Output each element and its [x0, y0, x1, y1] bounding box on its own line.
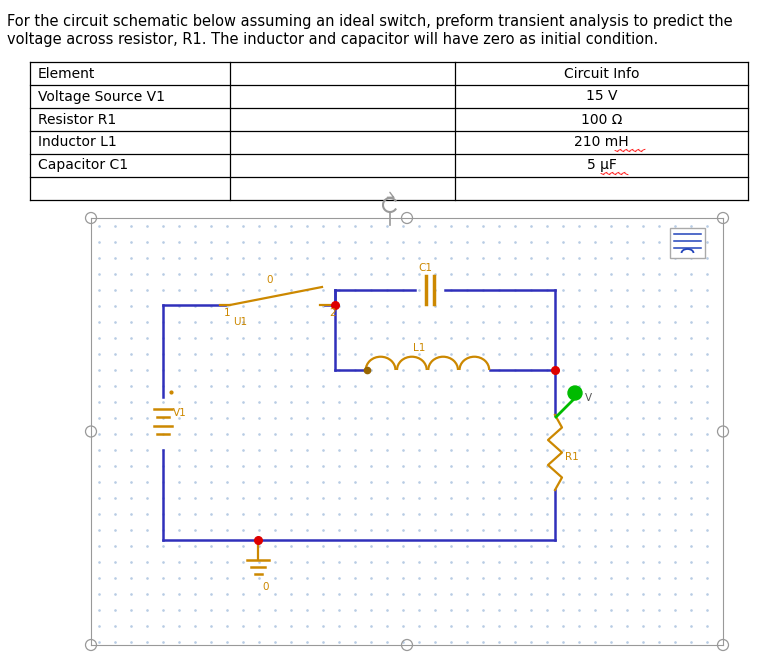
Text: Resistor R1: Resistor R1 — [38, 112, 117, 127]
Text: Element: Element — [38, 67, 96, 80]
Text: 2: 2 — [329, 308, 336, 318]
Text: U1: U1 — [233, 317, 247, 327]
Bar — [670, 228, 705, 258]
Text: V1: V1 — [173, 409, 186, 419]
Text: Voltage Source V1: Voltage Source V1 — [38, 89, 165, 103]
Text: V: V — [585, 393, 592, 403]
Text: Capacitor C1: Capacitor C1 — [38, 159, 128, 172]
Text: C1: C1 — [418, 263, 432, 273]
Text: For the circuit schematic below assuming an ideal switch, preform transient anal: For the circuit schematic below assuming… — [7, 14, 733, 29]
Circle shape — [568, 386, 582, 400]
Text: voltage across resistor, R1. The inductor and capacitor will have zero as initia: voltage across resistor, R1. The inducto… — [7, 32, 658, 47]
Text: 5 μF: 5 μF — [587, 159, 616, 172]
Text: R1: R1 — [565, 453, 579, 462]
Text: 0: 0 — [262, 582, 269, 592]
Text: 0: 0 — [267, 275, 274, 285]
Text: Circuit Info: Circuit Info — [564, 67, 639, 80]
Text: 210 mH: 210 mH — [574, 136, 629, 150]
Text: Inductor L1: Inductor L1 — [38, 136, 117, 150]
Text: 1: 1 — [224, 308, 230, 318]
Text: 100 Ω: 100 Ω — [581, 112, 622, 127]
Text: 15 V: 15 V — [586, 89, 617, 103]
Text: L1: L1 — [413, 343, 426, 353]
